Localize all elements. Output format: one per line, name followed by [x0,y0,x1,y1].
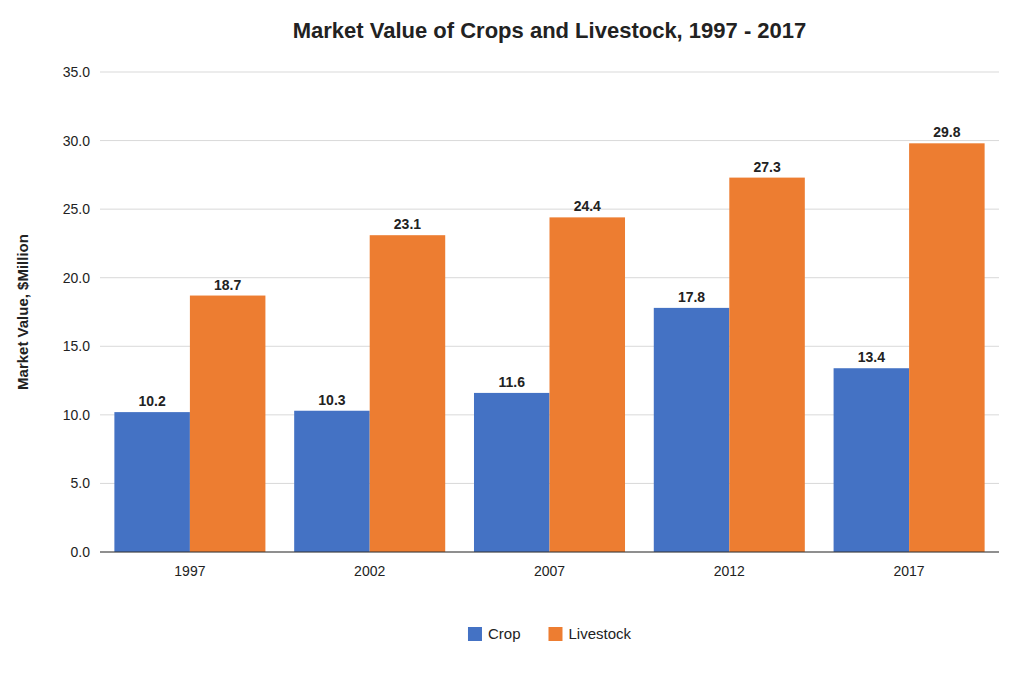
bar [294,411,370,552]
data-label: 10.2 [139,393,166,409]
legend-swatch [548,627,562,641]
x-tick-label: 1997 [174,563,205,579]
data-label: 13.4 [858,349,885,365]
data-label: 17.8 [678,289,705,305]
chart: Market Value of Crops and Livestock, 199… [0,0,1029,677]
y-tick-label: 10.0 [63,407,90,423]
y-tick-label: 35.0 [63,64,90,80]
grid-line [100,72,999,73]
bar [114,412,190,552]
bar [729,178,805,552]
legend-label: Livestock [568,625,631,642]
data-labels: 10.2 10.3 11.6 17.8 13.4 18.7 23.1 24.4 27.3 29.8 [139,124,961,409]
y-axis-label: Market Value, $Million [14,234,31,390]
legend-label: Crop [488,625,521,642]
data-label: 29.8 [933,124,960,140]
data-label: 11.6 [498,374,525,390]
legend-item: Crop [468,625,521,642]
bar [909,143,985,552]
x-axis-line [100,552,999,553]
y-tick-label: 25.0 [63,201,90,217]
data-label: 10.3 [318,392,345,408]
x-tick-label: 2017 [894,563,925,579]
legend: Crop Livestock [468,625,632,642]
bar [370,235,446,552]
x-tick-label: 2007 [534,563,565,579]
grid-line [100,552,999,553]
y-tick-label: 5.0 [71,475,91,491]
bar [550,217,626,552]
grid-line [100,140,999,141]
y-tick-label: 30.0 [63,133,90,149]
y-tick-label: 15.0 [63,338,90,354]
bar [834,368,910,552]
y-tick-label: 20.0 [63,270,90,286]
bar [190,296,266,552]
legend-swatch [468,627,482,641]
chart-container: Market Value of Crops and Livestock, 199… [0,0,1029,677]
bar [654,308,730,552]
y-tick-label: 0.0 [71,544,91,560]
bar [474,393,550,552]
data-label: 27.3 [753,159,780,175]
x-tick-label: 2002 [354,563,385,579]
grid-line [100,209,999,210]
bars [114,143,984,552]
data-label: 18.7 [214,277,241,293]
title: Market Value of Crops and Livestock, 199… [293,18,807,43]
x-tick-label: 2012 [714,563,745,579]
data-label: 24.4 [574,198,601,214]
grid [100,72,999,552]
legend-item: Livestock [548,625,631,642]
data-label: 23.1 [394,216,421,232]
